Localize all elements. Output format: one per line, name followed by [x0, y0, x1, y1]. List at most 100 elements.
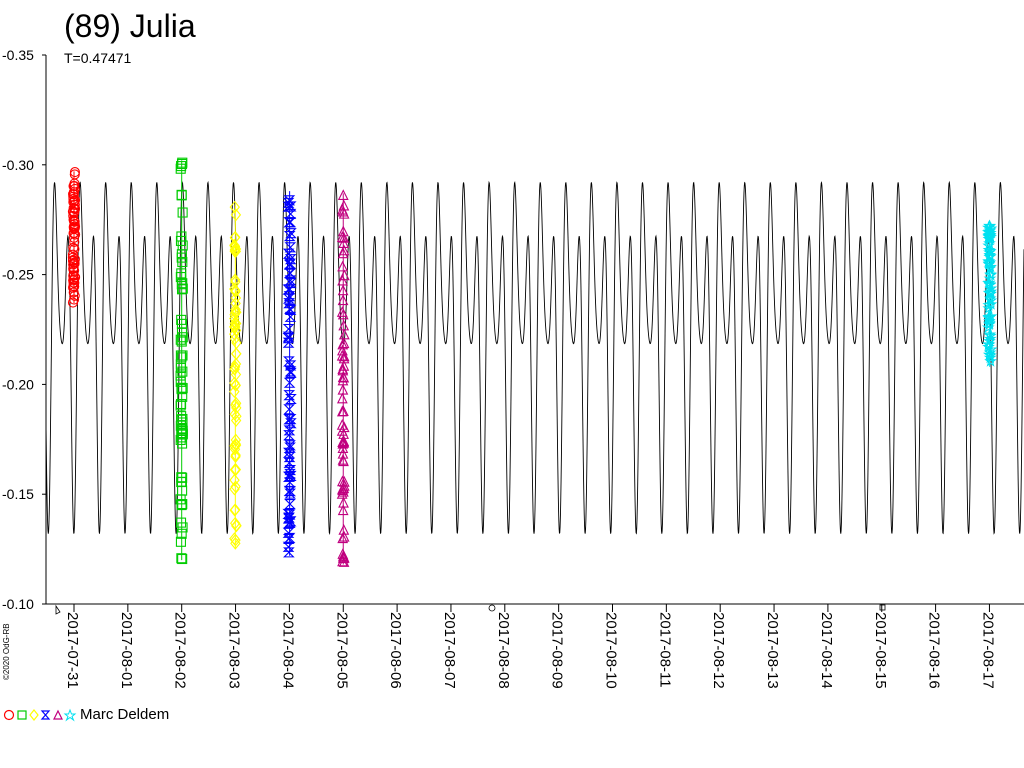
data-point — [336, 392, 348, 404]
data-point — [282, 337, 295, 348]
data-point — [338, 371, 350, 383]
data-point — [230, 480, 241, 494]
x-tick-label: 2017-08-02 — [172, 612, 189, 689]
data-point — [230, 357, 242, 371]
data-point — [231, 347, 242, 361]
data-point — [70, 229, 81, 240]
data-point — [284, 311, 297, 322]
data-point — [69, 258, 80, 269]
data-point — [283, 377, 296, 388]
data-point — [230, 283, 241, 297]
data-point — [177, 256, 188, 268]
data-point — [284, 258, 296, 269]
symbol-legend — [3, 708, 77, 722]
data-point — [338, 350, 350, 362]
x-tick-label: 2017-08-07 — [441, 612, 458, 689]
data-point — [70, 272, 81, 283]
data-point — [175, 362, 187, 373]
y-tick-label: -0.15 — [2, 486, 34, 502]
data-point — [285, 228, 297, 239]
data-point — [337, 442, 349, 453]
data-point — [284, 413, 297, 425]
data-point — [69, 221, 81, 232]
data-point — [176, 352, 187, 363]
data-point — [68, 259, 79, 270]
data-point — [284, 242, 297, 253]
data-point — [177, 207, 188, 218]
data-point — [283, 517, 296, 528]
data-point — [177, 472, 188, 483]
x-tick-label: 2017-08-01 — [118, 612, 135, 689]
data-point — [284, 254, 297, 265]
data-point — [229, 473, 240, 487]
data-point — [229, 332, 241, 346]
data-point — [177, 383, 188, 394]
data-point — [230, 323, 242, 337]
y-tick-labels: -0.35 -0.30 -0.25 -0.20 -0.15 -0.10 — [2, 47, 34, 612]
data-point — [338, 352, 350, 364]
data-point — [283, 547, 295, 558]
x-tick-label: 2017-08-11 — [656, 612, 673, 688]
legend-diamond-icon — [29, 709, 39, 721]
observer-label: Marc Deldem — [80, 706, 170, 723]
y-tick-label: -0.25 — [2, 267, 34, 283]
data-point — [338, 475, 350, 487]
x-tick-label: 2017-07-31 — [64, 612, 81, 689]
data-point — [338, 530, 350, 542]
data-point — [70, 195, 81, 206]
data-point — [230, 275, 241, 289]
data-point — [230, 368, 242, 381]
data-point — [177, 332, 188, 343]
data-point — [177, 240, 188, 251]
data-point — [283, 356, 295, 367]
data-point — [176, 553, 187, 564]
axis-marker-icon — [55, 604, 61, 615]
legend-square-icon — [17, 710, 27, 720]
data-point — [231, 401, 242, 415]
x-tick-label: 2017-08-08 — [495, 612, 512, 689]
data-point — [338, 244, 350, 256]
data-point — [338, 337, 350, 349]
data-point — [175, 334, 186, 345]
data-point — [176, 161, 187, 172]
data-point — [177, 366, 188, 377]
data-point — [69, 290, 80, 301]
model-curve-group — [45, 180, 1024, 536]
data-point — [337, 284, 349, 296]
data-point — [984, 285, 998, 298]
data-point — [177, 417, 188, 428]
x-tick-label: 2017-08-04 — [279, 612, 296, 689]
data-point — [176, 284, 188, 295]
data-point — [177, 553, 188, 565]
data-point — [176, 528, 187, 539]
data-point — [177, 350, 188, 361]
data-point — [284, 516, 297, 527]
data-point — [69, 254, 80, 265]
data-point — [983, 228, 997, 241]
data-point — [284, 304, 297, 315]
data-point — [283, 532, 296, 543]
data-point — [338, 328, 350, 340]
data-point — [983, 332, 997, 345]
data-point — [336, 419, 348, 430]
data-point — [231, 347, 242, 361]
data-point — [283, 430, 295, 441]
axis-marker-icon — [488, 604, 496, 612]
legend-circle-icon — [3, 709, 15, 721]
data-point — [177, 499, 188, 510]
data-point — [230, 379, 241, 392]
data-point — [177, 283, 188, 294]
legend-hourglass-icon — [40, 710, 51, 720]
data-point — [69, 167, 80, 178]
x-tick-label: 2017-08-05 — [333, 612, 350, 689]
legend-star-icon — [63, 708, 77, 722]
data-point — [230, 438, 242, 452]
data-point — [175, 376, 186, 387]
data-point — [984, 281, 998, 294]
data-point — [338, 421, 350, 433]
data-point — [230, 303, 241, 316]
y-tick-label: -0.30 — [2, 157, 34, 173]
data-point — [177, 278, 188, 289]
data-point — [229, 463, 241, 477]
data-point — [69, 216, 80, 227]
